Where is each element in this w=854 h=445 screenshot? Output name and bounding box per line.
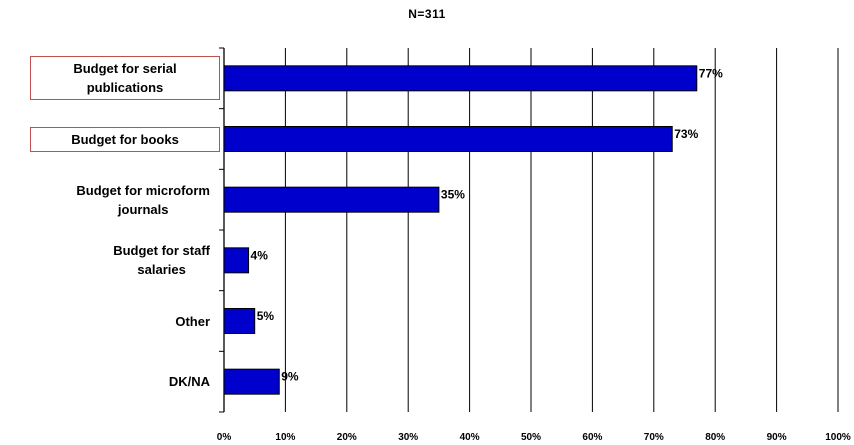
x-tick-label: 0% [217, 432, 232, 443]
bar [223, 126, 673, 152]
category-label: Budget for books [30, 126, 220, 152]
category-label-line: DK/NA [168, 374, 210, 390]
category-label: Budget for staff salaries [113, 241, 210, 279]
x-tick-label: 60% [582, 432, 602, 443]
category-label-line: Other [175, 313, 210, 329]
category-label: Budget for serial publications [30, 56, 220, 101]
category-label-line: publications [86, 80, 164, 96]
bar [223, 186, 440, 213]
data-label: 4% [251, 248, 269, 262]
data-label: 35% [441, 188, 465, 202]
x-tick-label: 70% [644, 432, 664, 443]
x-tick-label: 50% [521, 432, 541, 443]
bar [223, 65, 698, 92]
x-tick-label: 30% [398, 432, 418, 443]
category-label-line: Budget for staff [113, 243, 210, 259]
category-label: DK/NA [169, 372, 210, 391]
x-tick-label: 20% [337, 432, 357, 443]
category-label: Budget for microform journals [76, 181, 210, 219]
bar [223, 247, 250, 274]
chart-title: N=311 [408, 7, 446, 21]
category-label-line: Budget for books [71, 131, 179, 147]
category-label-line: Budget for microform [76, 182, 210, 198]
x-tick-label: 100% [825, 432, 851, 443]
data-label: 77% [699, 66, 723, 80]
x-tick-label: 90% [767, 432, 787, 443]
category-label: Other [175, 312, 210, 331]
bar [223, 368, 280, 395]
category-label-line: salaries [137, 262, 186, 278]
x-tick-label: 40% [460, 432, 480, 443]
bar [223, 308, 256, 334]
x-tick-label: 80% [705, 432, 725, 443]
data-label: 73% [674, 127, 698, 141]
category-label-line: Budget for serial [73, 61, 177, 77]
data-label: 5% [257, 309, 275, 323]
category-label-line: journals [117, 201, 169, 217]
x-tick-label: 10% [275, 432, 295, 443]
data-label: 9% [281, 370, 299, 384]
